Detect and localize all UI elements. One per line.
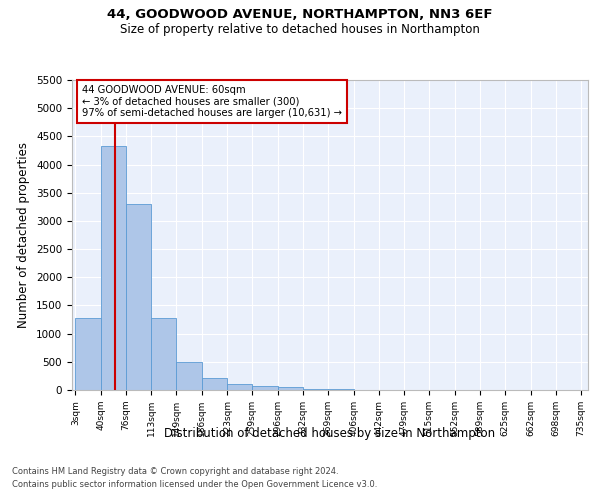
Y-axis label: Number of detached properties: Number of detached properties <box>17 142 31 328</box>
Bar <box>303 388 328 390</box>
Text: 44, GOODWOOD AVENUE, NORTHAMPTON, NN3 6EF: 44, GOODWOOD AVENUE, NORTHAMPTON, NN3 6E… <box>107 8 493 20</box>
Text: Size of property relative to detached houses in Northampton: Size of property relative to detached ho… <box>120 22 480 36</box>
Bar <box>252 386 278 390</box>
Bar <box>202 378 227 390</box>
Bar <box>151 318 176 390</box>
Text: 44 GOODWOOD AVENUE: 60sqm
← 3% of detached houses are smaller (300)
97% of semi-: 44 GOODWOOD AVENUE: 60sqm ← 3% of detach… <box>82 84 343 118</box>
Bar <box>76 318 101 390</box>
Bar <box>101 146 126 390</box>
Text: Distribution of detached houses by size in Northampton: Distribution of detached houses by size … <box>164 428 496 440</box>
Bar <box>227 384 252 390</box>
Bar <box>278 386 303 390</box>
Text: Contains HM Land Registry data © Crown copyright and database right 2024.: Contains HM Land Registry data © Crown c… <box>12 467 338 476</box>
Bar <box>126 204 151 390</box>
Bar <box>176 362 202 390</box>
Text: Contains public sector information licensed under the Open Government Licence v3: Contains public sector information licen… <box>12 480 377 489</box>
